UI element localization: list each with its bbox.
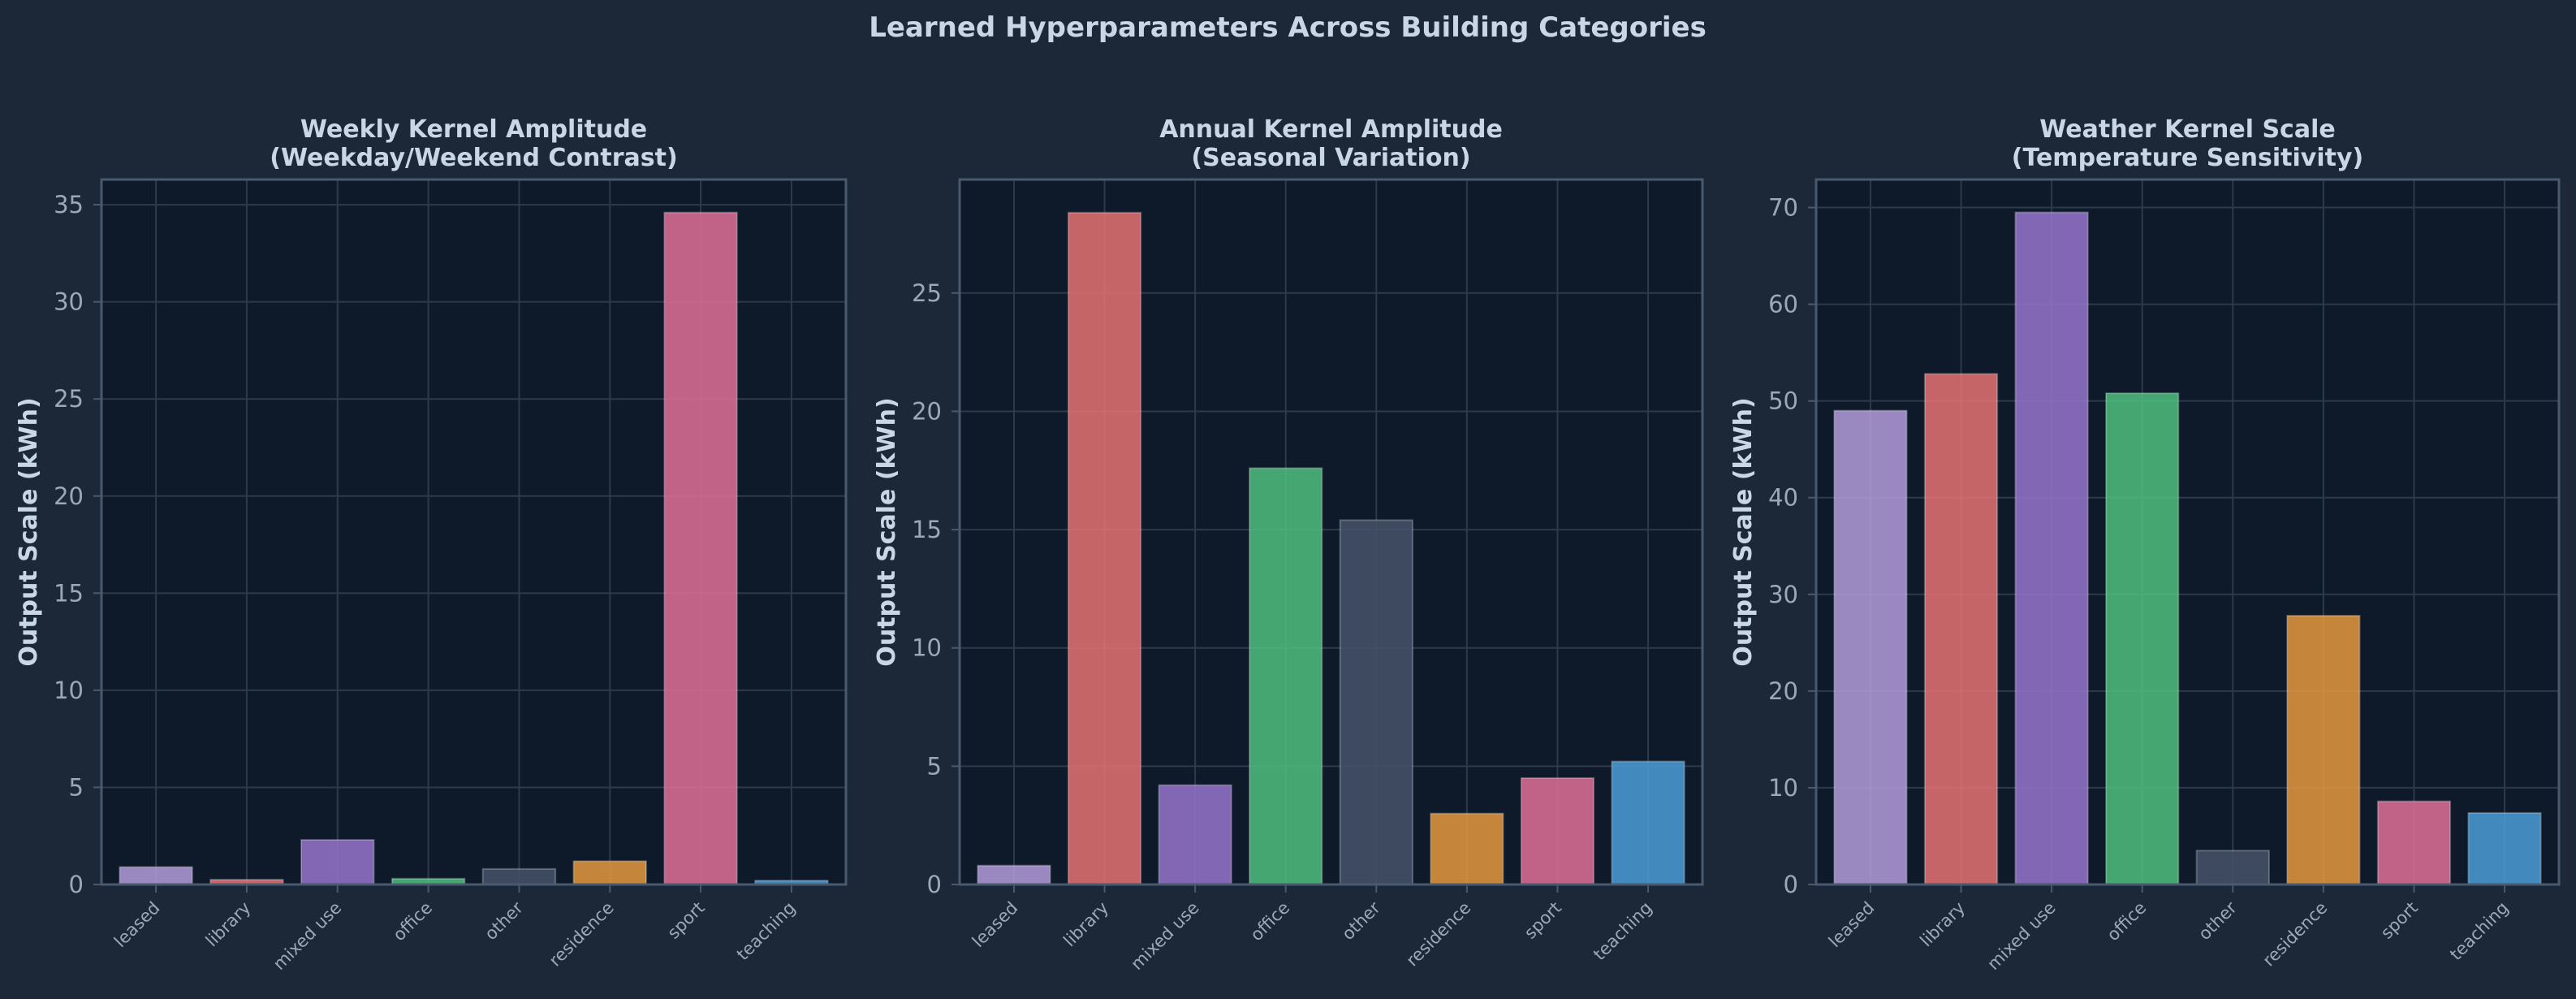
bar-teaching [1611,760,1685,886]
bar-residence [2286,614,2361,886]
y-axis-label: Output Scale (kWh) [15,397,43,666]
y-tick-label: 30 [1768,581,1798,608]
axes-frame [1814,178,2561,886]
y-tick-label: 50 [1768,387,1798,415]
y-tick-label: 15 [54,579,84,607]
panel-title-line-1: Annual Kernel Amplitude [1159,115,1503,144]
figure-title: Learned Hyperparameters Across Building … [869,11,1707,44]
bar-leased [977,864,1051,886]
bar-office [1249,467,1323,885]
bar-sport [1520,776,1595,885]
y-tick-label: 20 [912,397,942,425]
bar-teaching [2467,811,2542,885]
bar-sport [663,211,738,885]
y-tick-label: 20 [54,482,84,510]
bar-mixed-use [2014,211,2089,885]
axes-frame [100,178,848,886]
y-tick-label: 40 [1768,484,1798,512]
y-tick-label: 70 [1768,194,1798,222]
bar-office [2105,392,2180,885]
y-axis-label: Output Scale (kWh) [873,397,901,666]
bar-mixed-use [300,839,375,886]
bar-residence [572,860,647,885]
y-tick-label: 0 [69,871,84,898]
y-tick-label: 5 [927,752,942,780]
bar-library [1067,211,1142,886]
bar-other [2195,850,2270,885]
panel-title-line-2: (Temperature Sensitivity) [2012,144,2363,172]
bar-library [1923,373,1999,886]
axes-frame [958,178,1704,886]
y-tick-label: 60 [1768,291,1798,318]
y-tick-label: 25 [912,279,942,307]
y-tick-label: 25 [54,385,84,413]
y-tick-label: 10 [912,634,942,662]
bar-leased [119,866,193,886]
bar-other [481,867,557,885]
y-tick-label: 0 [1784,871,1798,898]
panel-title-line-1: Weather Kernel Scale [2039,115,2335,144]
bar-mixed-use [1158,784,1232,885]
y-tick-label: 10 [54,677,84,704]
y-tick-label: 15 [912,516,942,543]
y-tick-label: 20 [1768,677,1798,705]
panel-title-line-2: (Seasonal Variation) [1191,144,1470,172]
bar-residence [1430,812,1504,885]
panel-title-line-2: (Weekday/Weekend Contrast) [270,144,677,172]
y-tick-label: 10 [1768,774,1798,802]
bar-sport [2376,800,2452,885]
y-axis-label: Output Scale (kWh) [1729,397,1758,666]
y-tick-label: 30 [54,288,84,316]
panel-title-line-1: Weekly Kernel Amplitude [300,115,647,144]
y-tick-label: 0 [927,871,942,898]
y-tick-label: 5 [69,773,84,801]
y-tick-label: 35 [54,191,84,218]
bar-leased [1833,409,1908,886]
bar-other [1339,519,1413,885]
